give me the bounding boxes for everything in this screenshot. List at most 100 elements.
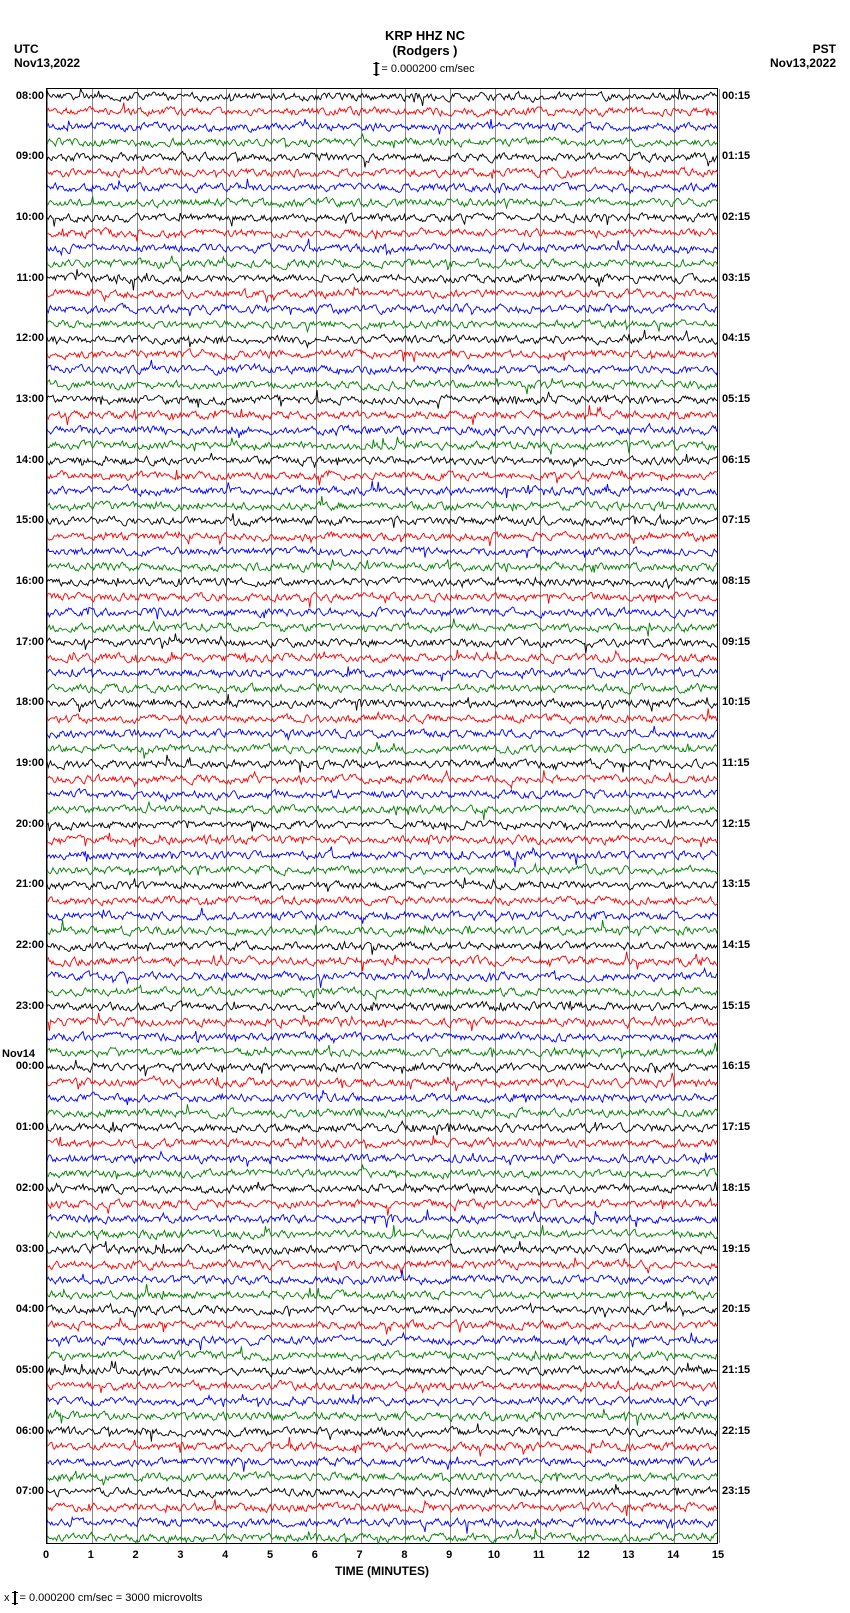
pst-time-label: 16:15 [722,1060,750,1072]
trace-line [47,1380,718,1393]
utc-time-label: 15:00 [2,514,44,526]
pst-time-label: 05:15 [722,393,750,405]
station-title: KRP HHZ NC [385,28,465,43]
trace-line [47,1090,718,1105]
x-tick: 1 [88,1549,94,1561]
trace-line [47,1499,718,1516]
trace-line [47,1043,718,1058]
trace-line [47,941,718,955]
trace-line [47,546,718,558]
trace-line [47,134,718,148]
trace-line [47,360,718,375]
pst-time-label: 06:15 [722,454,750,466]
pst-time-label: 14:15 [722,939,750,951]
utc-time-label: 22:00 [2,939,44,951]
pst-date: Nov13,2022 [770,56,836,70]
trace-line [47,513,718,528]
trace-line [47,1409,718,1426]
x-tick: 5 [267,1549,273,1561]
pst-time-label: 18:15 [722,1182,750,1194]
trace-line [47,1302,718,1318]
trace-line [47,633,718,653]
trace-line [47,1333,718,1351]
x-tick: 3 [177,1549,183,1561]
pst-time-label: 07:15 [722,514,750,526]
pst-time-label: 02:15 [722,211,750,223]
utc-time-label: 07:00 [2,1485,44,1497]
pst-time-label: 13:15 [722,878,750,890]
utc-time-label: 11:00 [2,272,44,284]
pst-time-label: 09:15 [722,636,750,648]
trace-line [47,1152,718,1167]
utc-time-label: 05:00 [2,1364,44,1376]
trace-line [47,405,718,425]
trace-line [47,496,718,511]
trace-line [47,650,718,664]
x-tick: 4 [222,1549,228,1561]
utc-time-label: 19:00 [2,757,44,769]
scale-text: = 0.000200 cm/sec [381,63,474,75]
trace-line [47,1528,718,1544]
utc-time-label: 12:00 [2,332,44,344]
utc-time-label: 14:00 [2,454,44,466]
utc-time-label: 16:00 [2,575,44,587]
pst-time-label: 11:15 [722,757,750,769]
trace-line [47,437,718,455]
trace-line [47,1241,718,1254]
trace-line [47,1031,718,1043]
pst-time-label: 20:15 [722,1303,750,1315]
utc-time-label: 09:00 [2,150,44,162]
trace-line [47,694,718,712]
trace-line [47,1182,718,1195]
trace-line [47,1258,718,1274]
trace-line [47,559,718,572]
trace-line [47,726,718,740]
trace-line [47,1060,718,1076]
trace-line [47,1121,718,1135]
pst-time-label: 17:15 [722,1121,750,1133]
trace-line [47,1394,718,1407]
trace-line [47,878,718,892]
utc-time-label: 00:00 [2,1060,44,1072]
utc-time-label: 08:00 [2,90,44,102]
utc-time-label: 13:00 [2,393,44,405]
trace-line [47,592,718,608]
x-tick: 6 [312,1549,318,1561]
x-tick: 8 [401,1549,407,1561]
trace-line [47,1437,718,1456]
trace-line [47,228,718,242]
trace-line [47,709,718,724]
trace-line [47,531,718,546]
utc-time-label: 01:00 [2,1121,44,1133]
trace-line [47,179,718,193]
x-tick: 14 [667,1549,679,1561]
utc-time-label: 03:00 [2,1243,44,1255]
trace-line [47,985,718,999]
trace-line [47,847,718,868]
trace-line [47,667,718,682]
scale-indicator: = 0.000200 cm/sec [375,62,474,76]
pst-time-label: 10:15 [722,696,750,708]
trace-line [47,1284,718,1300]
location-title: (Rodgers ) [393,43,458,58]
x-tick: 12 [577,1549,589,1561]
trace-line [47,119,718,135]
pst-time-label: 04:15 [722,332,750,344]
footer-text: = 0.000200 cm/sec = 3000 microvolts [20,1592,203,1604]
trace-line [47,1346,718,1361]
trace-line [47,1361,718,1377]
trace-line [47,1001,718,1012]
x-tick: 13 [622,1549,634,1561]
trace-line [47,742,718,759]
grid-line [719,89,720,1543]
trace-line [47,896,718,906]
trace-line [47,968,718,988]
trace-line [47,770,718,788]
trace-line [47,1013,718,1031]
utc-time-label: 21:00 [2,878,44,890]
trace-line [47,103,718,117]
utc-time-label: 18:00 [2,696,44,708]
trace-line [47,789,718,802]
pst-time-label: 08:15 [722,575,750,587]
utc-time-label: 02:00 [2,1182,44,1194]
